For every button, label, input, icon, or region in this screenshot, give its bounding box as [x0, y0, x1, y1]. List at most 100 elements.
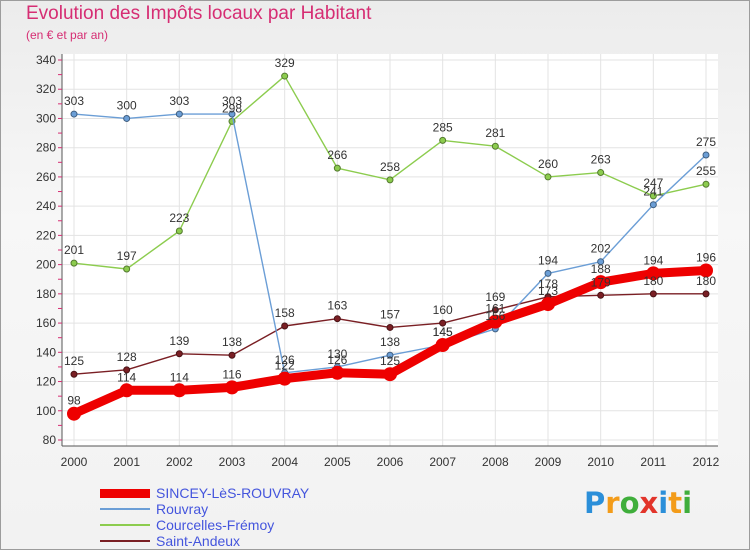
- legend-item: Courcelles-Frémoy: [100, 517, 309, 533]
- data-point: [123, 366, 131, 374]
- data-point: [646, 266, 661, 281]
- x-tick-label: 2012: [693, 455, 720, 469]
- data-point: [386, 351, 394, 359]
- y-tick-label: 220: [36, 228, 56, 242]
- data-point: [544, 269, 552, 277]
- x-tick-label: 2009: [535, 455, 562, 469]
- data-label: 180: [696, 274, 716, 288]
- data-label: 241: [643, 185, 663, 199]
- x-tick-label: 2000: [61, 455, 88, 469]
- data-label: 223: [169, 211, 189, 225]
- legend-swatch: [100, 540, 150, 542]
- x-tick-label: 2006: [377, 455, 404, 469]
- y-tick-label: 160: [36, 316, 56, 330]
- logo-letter: i: [658, 486, 669, 520]
- chart-subtitle: (en € et par an): [26, 28, 109, 42]
- data-label: 157: [380, 307, 400, 321]
- data-point: [70, 110, 78, 118]
- data-label: 128: [117, 350, 137, 364]
- data-label: 194: [538, 253, 558, 267]
- data-point: [439, 319, 447, 327]
- data-point: [175, 110, 183, 118]
- data-label: 125: [64, 354, 84, 368]
- data-point: [228, 351, 236, 359]
- x-tick-label: 2008: [482, 455, 509, 469]
- y-tick-label: 240: [36, 199, 56, 213]
- legend-item: Saint-Andeux: [100, 533, 309, 549]
- data-label: 139: [169, 334, 189, 348]
- y-tick-label: 120: [36, 375, 56, 389]
- data-point: [330, 365, 345, 380]
- data-point: [70, 259, 78, 267]
- data-point: [281, 72, 289, 80]
- legend-item: Rouvray: [100, 501, 309, 517]
- data-label: 116: [222, 367, 241, 381]
- data-label: 98: [67, 394, 81, 408]
- x-tick-label: 2007: [429, 455, 456, 469]
- data-label: 275: [696, 135, 716, 149]
- data-point: [383, 367, 397, 382]
- data-point: [491, 142, 499, 150]
- data-point: [702, 151, 710, 159]
- data-point: [593, 275, 608, 290]
- data-point: [172, 383, 187, 398]
- data-point: [702, 290, 710, 298]
- logo-letter: x: [639, 486, 659, 520]
- data-point: [649, 201, 657, 209]
- data-label: 285: [433, 120, 453, 134]
- data-point: [439, 136, 447, 144]
- data-label: 329: [275, 56, 295, 70]
- data-point: [119, 383, 134, 398]
- logo-letter: P: [584, 486, 606, 520]
- data-point: [70, 370, 78, 378]
- data-label: 303: [222, 94, 242, 108]
- data-point: [597, 169, 605, 177]
- chart-legend: SINCEY-LèS-ROUVRAY Rouvray Courcelles-Frém…: [100, 485, 309, 549]
- data-point: [488, 314, 503, 329]
- data-label: 201: [64, 243, 84, 257]
- x-tick-label: 2011: [640, 455, 666, 469]
- data-point: [649, 290, 657, 298]
- data-point: [277, 371, 292, 386]
- data-label: 138: [222, 335, 242, 349]
- data-point: [333, 164, 341, 172]
- data-label: 180: [643, 274, 663, 288]
- data-label: 298: [222, 101, 242, 115]
- data-label: 196: [696, 250, 716, 264]
- data-point: [228, 110, 236, 118]
- logo-letter: r: [605, 486, 620, 520]
- data-point: [699, 263, 713, 278]
- data-point: [491, 306, 499, 314]
- data-label: 266: [327, 148, 347, 162]
- data-point: [175, 227, 183, 235]
- data-point: [123, 265, 131, 273]
- data-label: 160: [433, 303, 453, 317]
- legend-label: Rouvray: [156, 501, 209, 517]
- y-tick-label: 280: [36, 141, 56, 155]
- data-label: 163: [327, 299, 347, 313]
- data-label: 178: [538, 277, 558, 291]
- data-label: 188: [591, 262, 611, 276]
- data-point: [386, 176, 394, 184]
- data-label: 247: [643, 176, 663, 190]
- x-tick-label: 2001: [113, 455, 140, 469]
- data-label: 158: [275, 306, 295, 320]
- data-point: [544, 173, 552, 181]
- data-label: 126: [327, 353, 347, 367]
- data-label: 194: [643, 253, 663, 267]
- data-point: [702, 180, 710, 188]
- data-point: [225, 380, 239, 395]
- data-label: 122: [275, 359, 295, 373]
- data-label: 202: [591, 242, 611, 256]
- data-point: [123, 114, 131, 122]
- legend-swatch: [100, 524, 150, 526]
- data-label: 156: [485, 309, 505, 323]
- legend-label: SINCEY-LèS-ROUVRAY: [156, 485, 310, 501]
- data-point: [435, 338, 450, 352]
- data-label: 114: [170, 370, 189, 384]
- data-label: 300: [117, 98, 137, 112]
- data-label: 161: [485, 302, 505, 316]
- legend-label: Saint-Andeux: [156, 533, 241, 549]
- data-label: 173: [538, 284, 558, 298]
